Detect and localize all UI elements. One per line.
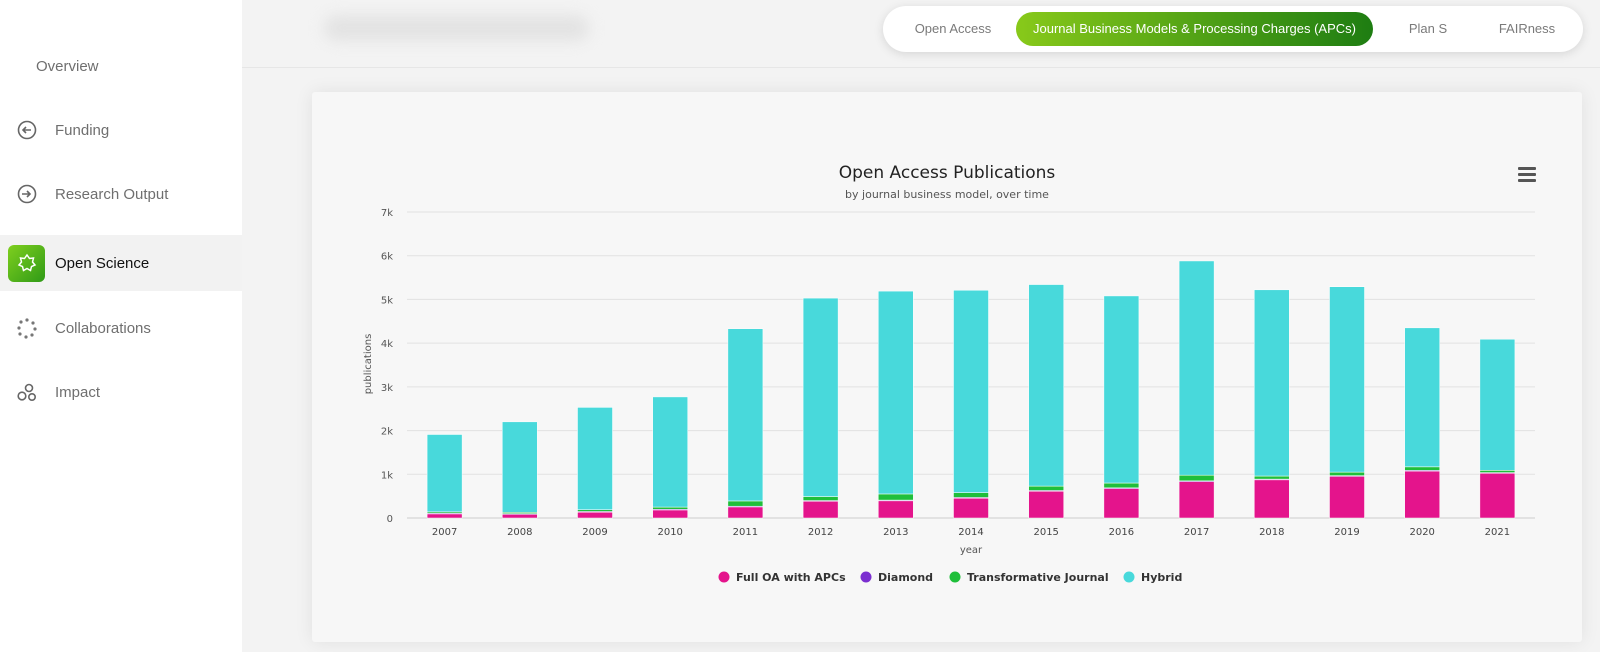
sidebar-item-collaborations[interactable]: Collaborations [0, 300, 242, 356]
sidebar-item-label: Research Output [55, 185, 169, 203]
tab-open-access[interactable]: Open Access [914, 21, 992, 36]
sidebar-item-label: Impact [55, 383, 101, 401]
sidebar-item-label: Overview [36, 57, 99, 75]
arrow-right-circle-icon [15, 182, 39, 206]
sidebar-item-label: Open Science [55, 254, 150, 272]
arrow-left-circle-icon [15, 118, 39, 142]
sidebar-item-label: Collaborations [55, 319, 151, 337]
sidebar-item-research-output[interactable]: Research Output [0, 166, 242, 222]
tab-fairness[interactable]: FAIRness [1498, 21, 1556, 36]
open-science-icon [8, 244, 45, 282]
page-title-blurred [324, 15, 589, 41]
chart-menu-icon[interactable] [1518, 167, 1536, 183]
dots-circle-icon [15, 316, 39, 340]
sidebar-item-overview[interactable]: Overview [0, 38, 242, 94]
sidebar: Overview Funding Research Output Open Sc… [0, 0, 242, 652]
sidebar-item-open-science[interactable]: Open Science [0, 235, 242, 291]
tab-journal-business-models[interactable]: Journal Business Models & Processing Cha… [1016, 12, 1373, 46]
header: Open Access Journal Business Models & Pr… [242, 0, 1600, 68]
chart-card [312, 92, 1582, 642]
tab-bar: Open Access Journal Business Models & Pr… [883, 6, 1583, 52]
sidebar-item-label: Funding [55, 121, 110, 139]
sidebar-item-impact[interactable]: Impact [0, 364, 242, 420]
bubbles-icon [15, 380, 39, 404]
sidebar-item-funding[interactable]: Funding [0, 102, 242, 158]
tab-plan-s[interactable]: Plan S [1408, 21, 1448, 36]
